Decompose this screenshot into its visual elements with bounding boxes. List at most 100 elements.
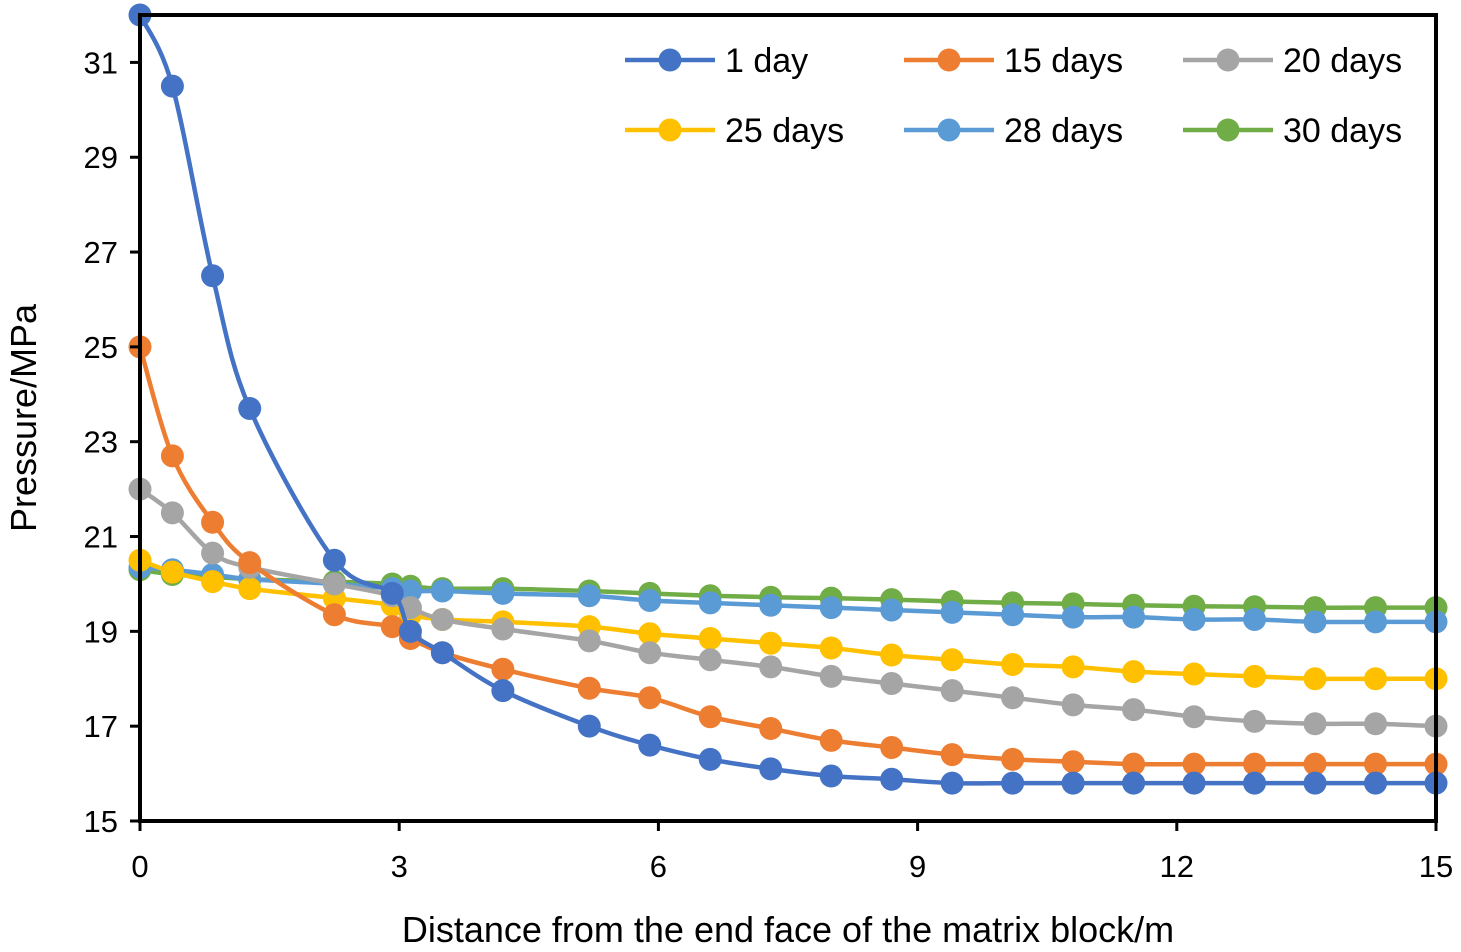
data-point <box>491 581 515 605</box>
data-point <box>819 728 843 752</box>
data-point <box>238 577 262 601</box>
data-point <box>1243 664 1267 688</box>
data-point <box>940 679 964 703</box>
legend-label: 1 day <box>725 42 808 80</box>
y-tick-label: 17 <box>84 709 118 744</box>
data-point <box>1243 709 1267 733</box>
legend-entry: 28 days <box>904 112 1123 150</box>
data-point <box>759 757 783 781</box>
data-point <box>201 541 225 565</box>
data-point <box>1001 771 1025 795</box>
data-point <box>940 648 964 672</box>
legend-entry: 1 day <box>625 42 808 80</box>
data-point <box>1122 771 1146 795</box>
axis-layer: 0 3 6 9 12 15 15 17 19 21 23 25 27 29 31 <box>84 45 1454 884</box>
data-point <box>1303 610 1327 634</box>
data-point <box>638 733 662 757</box>
legend-entry: 20 days <box>1183 42 1402 80</box>
series-layer <box>128 3 1448 795</box>
data-point <box>1182 771 1206 795</box>
data-point <box>491 679 515 703</box>
data-point <box>1061 693 1085 717</box>
data-point <box>160 444 184 468</box>
series-1-day <box>128 3 1448 795</box>
data-point <box>1303 752 1327 776</box>
x-tick-label: 9 <box>909 849 926 884</box>
legend-marker <box>658 48 682 72</box>
data-point <box>1303 667 1327 691</box>
data-point <box>380 615 404 639</box>
data-point <box>380 581 404 605</box>
legend-label: 20 days <box>1283 42 1402 80</box>
data-point <box>160 560 184 584</box>
data-point <box>430 641 454 665</box>
data-point <box>880 598 904 622</box>
data-point <box>577 714 601 738</box>
data-point <box>1061 605 1085 629</box>
data-point <box>577 676 601 700</box>
y-tick-label: 23 <box>84 425 118 460</box>
data-point <box>1061 750 1085 774</box>
data-point <box>577 629 601 653</box>
data-point <box>940 743 964 767</box>
legend-marker <box>937 118 961 142</box>
data-point <box>322 572 346 596</box>
data-point <box>638 589 662 613</box>
data-point <box>698 705 722 729</box>
data-point <box>698 591 722 615</box>
x-tick-label: 6 <box>650 849 667 884</box>
data-point <box>1243 608 1267 631</box>
data-point <box>322 603 346 627</box>
data-point <box>577 584 601 608</box>
y-axis-title: Pressure/MPa <box>3 303 44 532</box>
legend-entry: 25 days <box>625 112 844 150</box>
data-point <box>201 510 225 534</box>
legend-label: 28 days <box>1004 112 1123 150</box>
y-tick-label: 21 <box>84 520 118 555</box>
x-tick-label: 0 <box>131 849 148 884</box>
data-point <box>1061 655 1085 679</box>
data-point <box>1303 771 1327 795</box>
data-point <box>1364 712 1388 736</box>
data-point <box>1364 752 1388 776</box>
data-point <box>819 636 843 660</box>
data-point <box>1001 653 1025 677</box>
y-tick-label: 19 <box>84 614 118 649</box>
y-tick-label: 25 <box>84 330 118 365</box>
data-point <box>1001 603 1025 627</box>
series-20-days <box>128 477 1448 738</box>
data-point <box>759 631 783 655</box>
data-point <box>430 579 454 603</box>
data-point <box>1122 605 1146 629</box>
data-point <box>1182 608 1206 631</box>
data-point <box>322 548 346 572</box>
data-point <box>1364 771 1388 795</box>
data-point <box>160 501 184 525</box>
data-point <box>1303 712 1327 736</box>
data-point <box>880 672 904 696</box>
data-point <box>1243 771 1267 795</box>
data-point <box>1122 698 1146 722</box>
data-point <box>1001 686 1025 710</box>
legend-marker <box>1216 118 1240 142</box>
data-point <box>638 641 662 665</box>
data-point <box>880 767 904 791</box>
data-point <box>819 596 843 620</box>
data-point <box>201 570 225 594</box>
data-point <box>638 686 662 710</box>
data-point <box>940 771 964 795</box>
data-point <box>940 600 964 624</box>
data-point <box>398 579 422 603</box>
data-point <box>698 648 722 672</box>
y-tick-label: 27 <box>84 235 118 270</box>
data-point <box>819 664 843 688</box>
data-point <box>638 622 662 646</box>
legend-entry: 15 days <box>904 42 1123 80</box>
data-point <box>819 764 843 788</box>
x-axis-title: Distance from the end face of the matrix… <box>402 909 1174 950</box>
plot-area-frame <box>138 13 1438 823</box>
y-tick-label: 15 <box>84 804 118 839</box>
legend-label: 15 days <box>1004 42 1123 80</box>
legend-marker <box>1216 48 1240 72</box>
